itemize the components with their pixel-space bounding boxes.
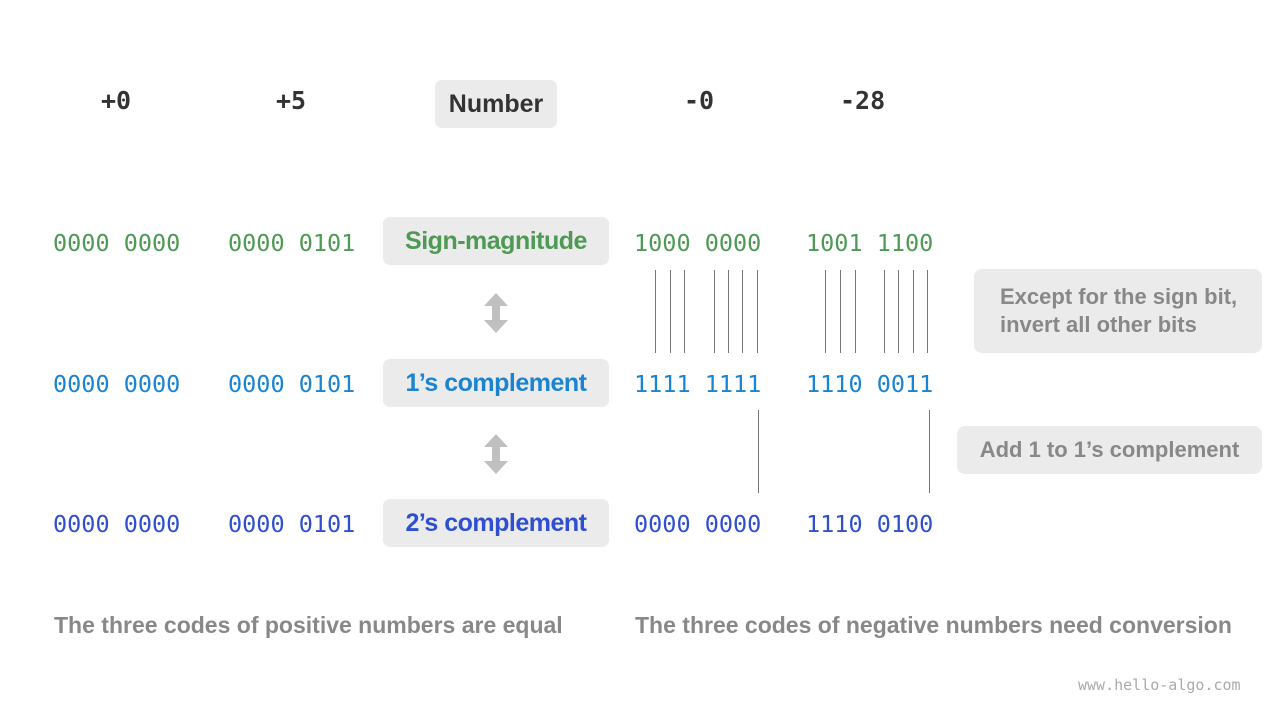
invert-line: [825, 270, 826, 353]
invert-line: [757, 270, 758, 353]
label-sign-magnitude: Sign-magnitude: [383, 217, 609, 265]
column-header-minus-0: -0: [684, 86, 715, 115]
label-twos-complement: 2’s complement: [383, 499, 609, 547]
column-header-minus-28: -28: [840, 86, 886, 115]
tc-minus-28: 1110 0100: [806, 510, 934, 538]
note-invert-bits: Except for the sign bit, invert all othe…: [974, 269, 1262, 353]
invert-line: [927, 270, 928, 353]
oc-minus-28: 1110 0011: [806, 370, 934, 398]
footer-negative: The three codes of negative numbers need…: [635, 612, 1232, 638]
column-header-plus-5: +5: [276, 86, 307, 115]
add-one-line: [929, 410, 930, 493]
invert-line: [655, 270, 656, 353]
oc-plus-5: 0000 0101: [228, 370, 356, 398]
add-one-line: [758, 410, 759, 493]
oc-minus-0: 1111 1111: [634, 370, 762, 398]
double-arrow-icon: [484, 434, 508, 474]
column-header-number: Number: [435, 80, 557, 128]
invert-line: [884, 270, 885, 353]
invert-line: [684, 270, 685, 353]
sm-plus-5: 0000 0101: [228, 229, 356, 257]
footer-positive: The three codes of positive numbers are …: [54, 612, 563, 638]
tc-plus-0: 0000 0000: [53, 510, 181, 538]
tc-minus-0: 0000 0000: [634, 510, 762, 538]
column-header-plus-0: +0: [101, 86, 132, 115]
invert-line: [840, 270, 841, 353]
sm-minus-0: 1000 0000: [634, 229, 762, 257]
sm-minus-28: 1001 1100: [806, 229, 934, 257]
watermark: www.hello-algo.com: [1078, 676, 1241, 694]
invert-line: [855, 270, 856, 353]
oc-plus-0: 0000 0000: [53, 370, 181, 398]
label-ones-complement: 1’s complement: [383, 359, 609, 407]
invert-line: [898, 270, 899, 353]
invert-line: [913, 270, 914, 353]
invert-line: [728, 270, 729, 353]
tc-plus-5: 0000 0101: [228, 510, 356, 538]
sm-plus-0: 0000 0000: [53, 229, 181, 257]
note-add-one: Add 1 to 1’s complement: [957, 426, 1262, 474]
invert-line: [670, 270, 671, 353]
invert-line: [714, 270, 715, 353]
double-arrow-icon: [484, 293, 508, 333]
invert-line: [742, 270, 743, 353]
